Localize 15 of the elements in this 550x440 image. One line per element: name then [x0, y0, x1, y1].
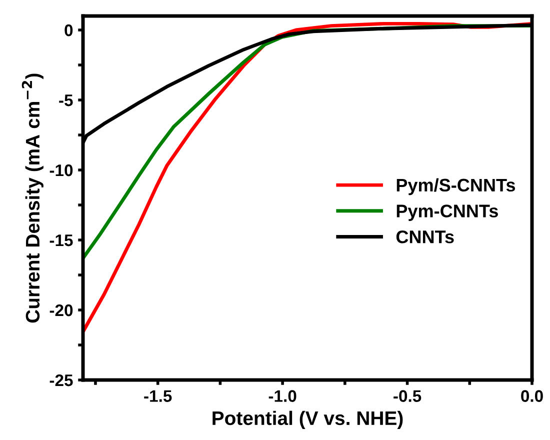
x-tick-label: -1.5 [144, 390, 172, 402]
legend-label: Pym/S-CNNTs [396, 178, 516, 196]
y-tick-label: -20 [50, 304, 73, 316]
y-tick-label: -15 [50, 234, 73, 246]
y-tick-label: -5 [59, 94, 73, 106]
x-tick-label: -1.0 [268, 390, 296, 402]
y-tick-label: -25 [50, 374, 73, 386]
y-axis-title: Current Density (mA cm$^{−2}$) [22, 74, 44, 323]
x-tick-label: 0.0 [521, 390, 543, 402]
y-tick-label: -10 [50, 164, 73, 176]
legend-label: Pym-CNNTs [396, 204, 498, 221]
x-axis-title: Potential (V vs. NHE) [212, 410, 403, 429]
y-tick-label: 0 [64, 24, 73, 36]
legend-label: CNNTs [396, 230, 454, 244]
x-tick-label: -0.5 [394, 390, 422, 402]
